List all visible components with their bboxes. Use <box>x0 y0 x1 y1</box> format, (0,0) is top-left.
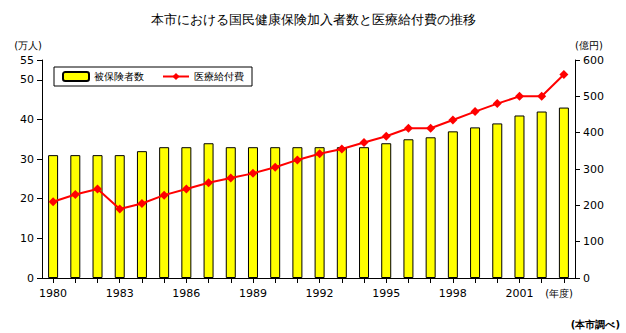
svg-text:300: 300 <box>583 163 604 176</box>
svg-text:40: 40 <box>20 113 34 126</box>
svg-text:医療給付費: 医療給付費 <box>194 71 244 82</box>
svg-text:2001: 2001 <box>505 287 533 300</box>
svg-text:(本市調べ): (本市調べ) <box>571 319 620 330</box>
svg-text:1998: 1998 <box>439 287 467 300</box>
svg-text:1995: 1995 <box>372 287 400 300</box>
svg-text:100: 100 <box>583 235 604 248</box>
svg-text:(年度): (年度) <box>545 288 573 299</box>
svg-text:400: 400 <box>583 126 604 139</box>
svg-text:(万人): (万人) <box>14 40 42 51</box>
svg-text:1986: 1986 <box>172 287 200 300</box>
svg-text:55: 55 <box>20 54 34 67</box>
svg-text:0: 0 <box>583 272 590 285</box>
svg-text:30: 30 <box>20 153 34 166</box>
svg-text:0: 0 <box>27 272 34 285</box>
svg-text:1983: 1983 <box>106 287 134 300</box>
svg-text:200: 200 <box>583 199 604 212</box>
svg-text:本市における国民健康保険加入者数と医療給付費の推移: 本市における国民健康保険加入者数と医療給付費の推移 <box>151 12 476 27</box>
svg-text:被保険者数: 被保険者数 <box>94 71 144 82</box>
svg-text:600: 600 <box>583 54 604 67</box>
svg-text:500: 500 <box>583 90 604 103</box>
svg-text:10: 10 <box>20 232 34 245</box>
svg-text:20: 20 <box>20 192 34 205</box>
svg-text:1980: 1980 <box>39 287 67 300</box>
svg-text:50: 50 <box>20 73 34 86</box>
svg-text:1992: 1992 <box>306 287 334 300</box>
svg-text:1989: 1989 <box>239 287 267 300</box>
svg-text:(億円): (億円) <box>575 40 603 51</box>
